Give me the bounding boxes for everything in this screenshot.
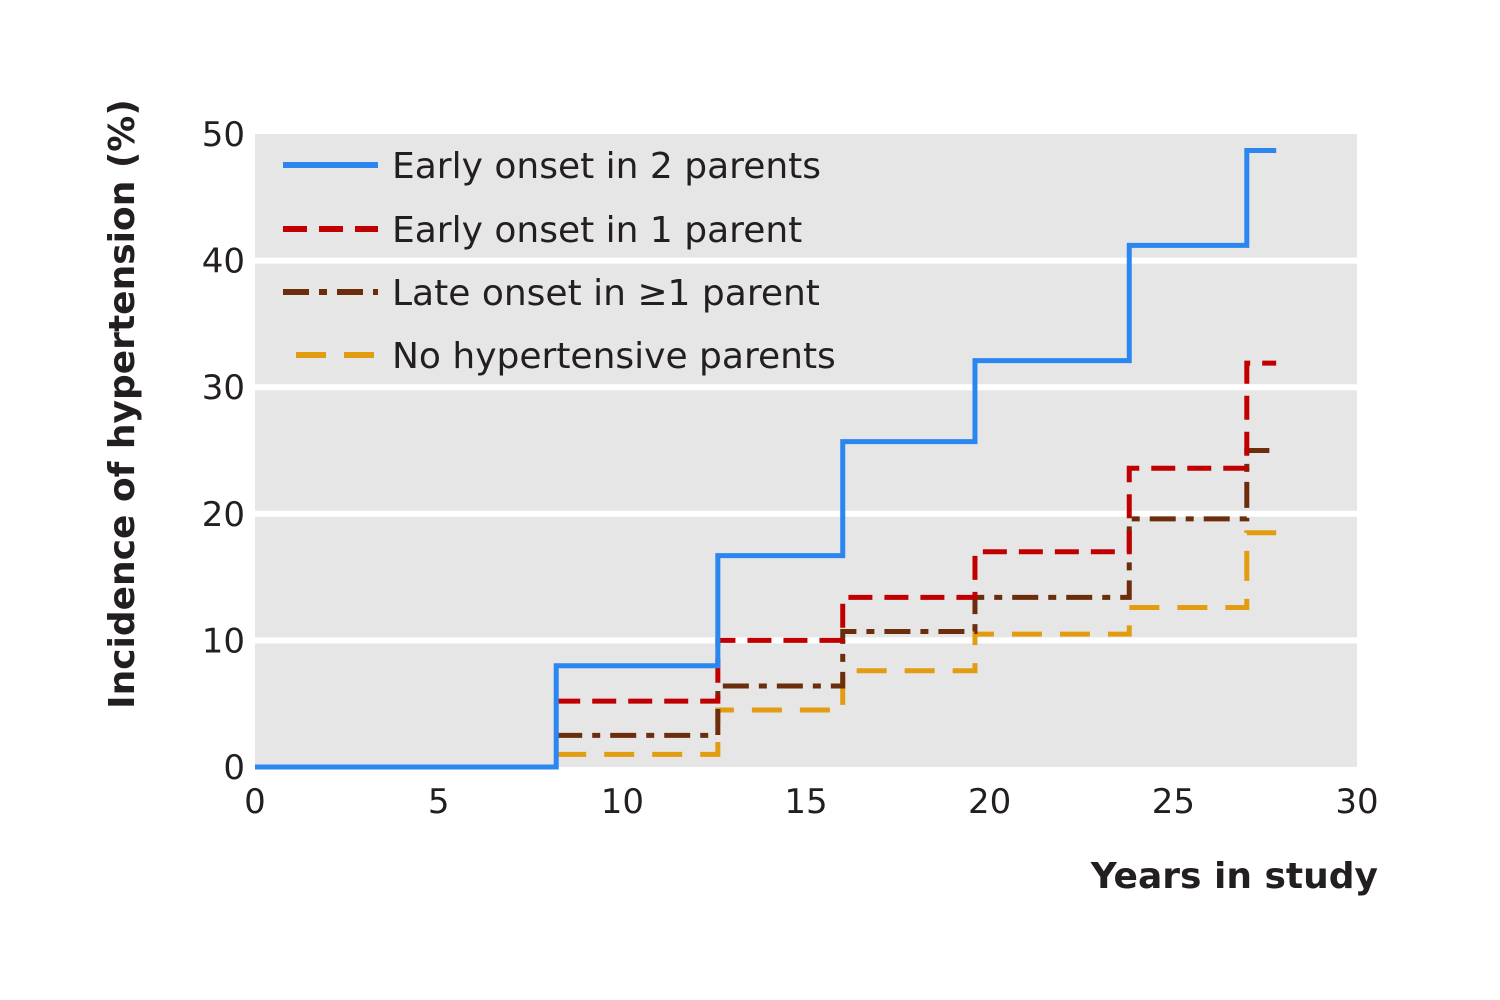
legend-label-2: Early onset in 1 parent <box>392 210 802 251</box>
legend: Early onset in 2 parents Early onset in 1… <box>283 146 836 377</box>
plot-background <box>255 134 1357 767</box>
series-line-1 <box>255 147 1277 770</box>
x-tick-label: 20 <box>968 782 1011 822</box>
legend-label-4: No hypertensive parents <box>392 336 836 377</box>
x-tick-label: 25 <box>1152 782 1195 822</box>
legend-label-1: Early onset in 2 parents <box>392 146 821 187</box>
y-tick-label: 50 <box>202 115 245 155</box>
y-axis-ticks: 0 10 20 30 40 50 <box>202 115 245 788</box>
legend-label-3: Late onset in ≥1 parent <box>392 273 820 314</box>
x-axis-ticks: 0 5 10 15 20 25 30 <box>244 782 1378 822</box>
y-tick-label: 40 <box>202 242 245 282</box>
y-tick-label: 10 <box>202 621 245 661</box>
series-line-3 <box>556 448 1277 738</box>
x-tick-label: 0 <box>244 782 266 822</box>
x-tick-label: 10 <box>601 782 644 822</box>
x-tick-label: 5 <box>428 782 450 822</box>
gridlines <box>255 257 1357 644</box>
x-axis-title: Years in study <box>1090 856 1378 897</box>
x-tick-label: 30 <box>1335 782 1378 822</box>
y-tick-label: 0 <box>223 748 245 788</box>
y-axis-title: Incidence of hypertension (%) <box>102 99 143 709</box>
x-tick-label: 15 <box>784 782 827 822</box>
series-layer <box>255 147 1277 770</box>
y-tick-label: 20 <box>202 495 245 535</box>
y-tick-label: 30 <box>202 368 245 408</box>
series-line-2 <box>556 360 1277 704</box>
